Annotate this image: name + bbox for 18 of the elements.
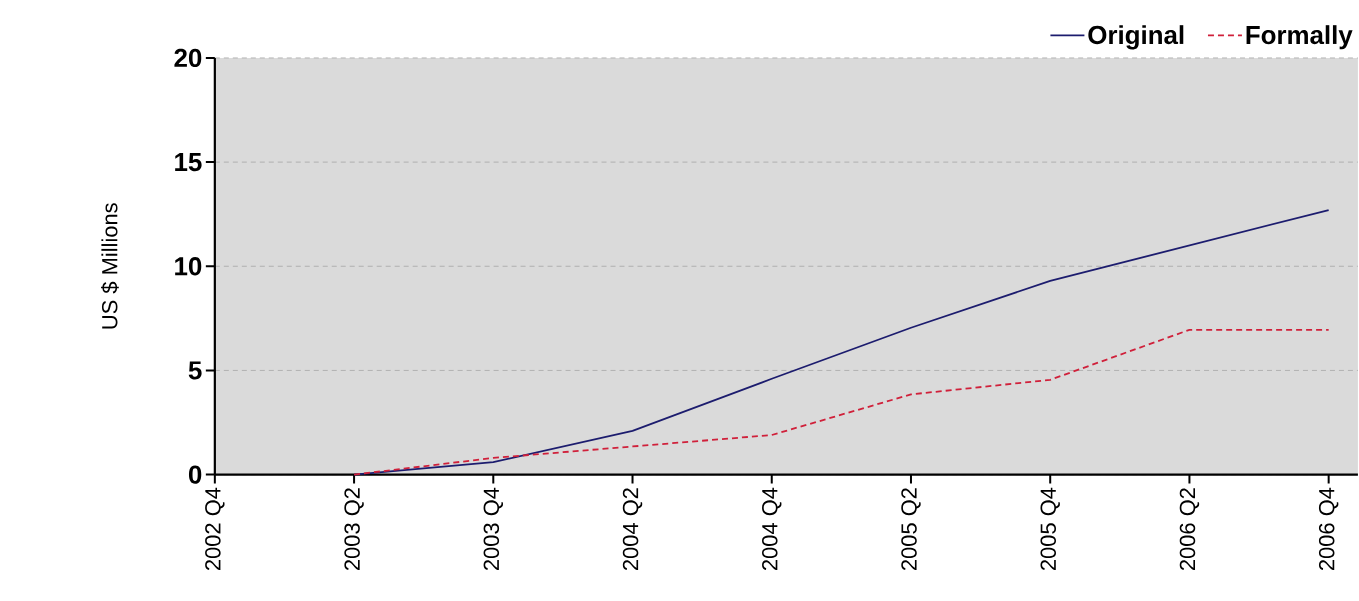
y-tick-label: 15	[175, 153, 202, 172]
x-tick-label: 2003 Q2	[344, 488, 364, 571]
x-tick-label: 2002 Q4	[205, 488, 225, 571]
x-tick-label: 2006 Q4	[1318, 488, 1339, 571]
y-tick-label: 10	[175, 257, 202, 276]
legend-label: Original	[1088, 25, 1184, 50]
x-tick-label: 2006 Q2	[1179, 488, 1200, 571]
line-series	[353, 329, 1330, 476]
y-tick-label: 5	[188, 361, 202, 380]
legend-label: Formally	[1246, 25, 1353, 50]
y-axis-title: US $ Millions	[101, 203, 119, 329]
y-tick-label: 20	[174, 49, 202, 68]
x-tick-label: 2005 Q4	[1040, 488, 1060, 571]
y-tick-label: 0	[188, 465, 202, 485]
x-tick-label: 2004 Q4	[762, 488, 782, 571]
x-tick-label: 2005 Q2	[901, 488, 921, 571]
x-tick-label: 2004 Q2	[622, 488, 643, 571]
x-tick-label: 2003 Q4	[483, 488, 504, 571]
